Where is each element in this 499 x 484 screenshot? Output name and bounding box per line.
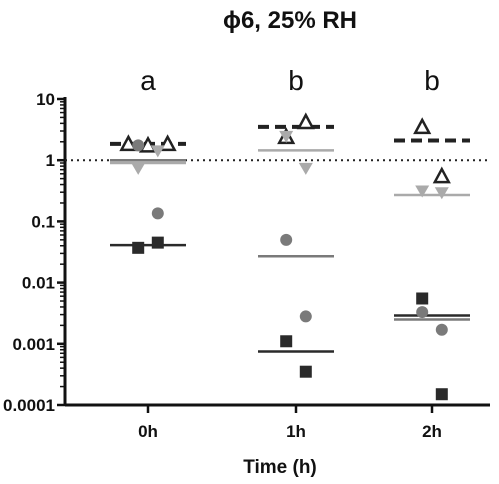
y-tick-label: 0.0001 <box>3 396 55 415</box>
chart-title: ϕ6, 25% RH <box>223 7 357 34</box>
data-point-triangle-down <box>298 162 313 175</box>
data-point-triangle-down <box>279 130 294 143</box>
data-point-circle <box>435 323 448 336</box>
data-point-triangle-down <box>131 162 146 175</box>
x-tick-label: 1h <box>286 422 306 441</box>
data-point-triangle-down <box>415 185 430 198</box>
y-tick-label: 1 <box>46 151 55 170</box>
data-point-circle <box>416 306 429 319</box>
data-point-triangle-up <box>138 135 158 153</box>
data-point-square <box>299 365 312 378</box>
group-letter: a <box>140 65 156 96</box>
y-tick-label: 0.1 <box>31 212 55 231</box>
data-point-triangle-down <box>434 187 449 200</box>
y-tick-label: 0.001 <box>12 335 55 354</box>
data-point-square <box>280 335 293 348</box>
data-point-circle <box>132 139 145 152</box>
data-point-triangle-up <box>119 134 138 152</box>
data-point-square <box>132 241 145 254</box>
data-point-square <box>435 388 448 401</box>
y-tick-label: 0.01 <box>22 274 55 293</box>
data-point-circle <box>299 310 312 323</box>
x-tick-label: 0h <box>138 422 158 441</box>
data-points <box>119 112 451 401</box>
data-point-square <box>151 236 164 249</box>
data-point-triangle-up <box>432 166 451 184</box>
data-point-triangle-up <box>296 112 315 130</box>
x-tick-label: 2h <box>422 422 442 441</box>
data-point-square <box>416 292 429 305</box>
data-point-circle <box>151 207 164 220</box>
axes: 10 1 0.1 0.01 0.001 0.0001 0h 1h 2h <box>3 90 490 441</box>
group-letter: b <box>424 65 440 96</box>
y-tick-label: 10 <box>36 90 55 109</box>
data-point-triangle-down <box>150 145 165 158</box>
x-axis-label: Time (h) <box>243 457 317 478</box>
data-point-triangle-up <box>158 134 177 152</box>
group-letter: b <box>288 65 304 96</box>
data-point-triangle-up <box>413 117 432 135</box>
data-point-circle <box>280 233 293 246</box>
